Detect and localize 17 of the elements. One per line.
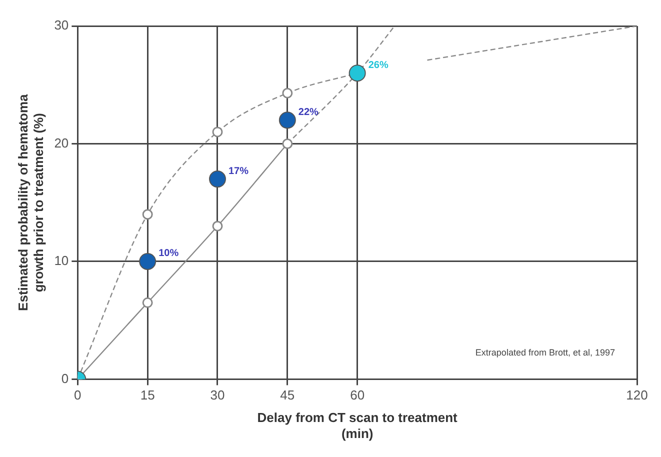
data-label: 10% xyxy=(158,248,179,260)
y-tick-label: 30 xyxy=(54,18,69,33)
y-tick-label: 10 xyxy=(54,253,69,268)
x-axis-title: Delay from CT scan to treatment (min) xyxy=(257,410,458,441)
data-label: 17% xyxy=(228,166,249,177)
x-tick-label: 45 xyxy=(280,388,295,403)
data-label: 22% xyxy=(298,106,319,118)
y-axis-title: Estimated probability of hematoma growth prior to treatment (%) xyxy=(15,93,46,311)
annotation: Extrapolated from Brott, et al, 1997 xyxy=(475,348,615,358)
y-tick-label: 0 xyxy=(61,370,69,386)
x-tick-label: 60 xyxy=(350,388,365,403)
x-tick-label: 120 xyxy=(626,388,648,403)
x-tick-label: 15 xyxy=(140,388,155,403)
x-tick-label: 30 xyxy=(210,388,225,403)
y-tick-label: 20 xyxy=(54,135,69,150)
x-tick-label: 0 xyxy=(74,388,82,403)
data-label: 26% xyxy=(368,60,388,71)
